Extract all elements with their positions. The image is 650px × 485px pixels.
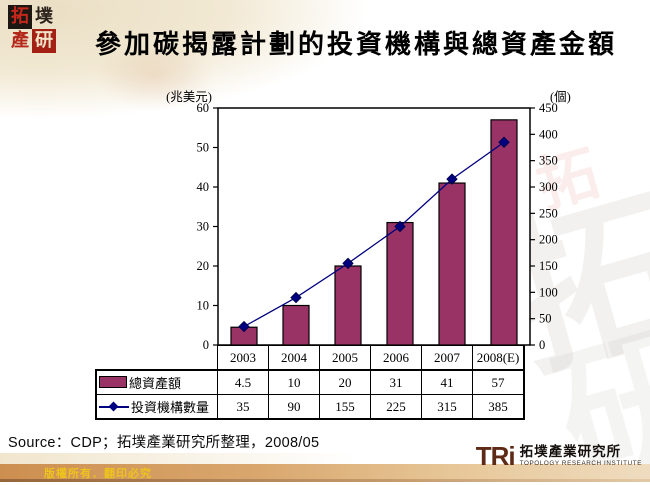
value-cell: 20 [319,369,371,395]
right-axis-tick-label: 50 [539,312,552,326]
right-axis-tick-label: 0 [539,338,545,351]
tri-footer-logo: TRi 拓墣產業研究所 TOPOLOGY RESEARCH INSTITUTE [475,441,642,471]
left-axis-tick-label: 20 [197,259,210,273]
source-note: Source：CDP；拓墣產業研究所整理，2008/05 [8,435,320,451]
bar-2006 [386,221,414,346]
footer-beige-strip [0,453,358,465]
copyright-bar [0,464,650,479]
bar-2003 [230,326,258,346]
value-cell: 41 [421,369,473,395]
category-cell: 2003 [217,345,269,371]
bar-legend-swatch [99,376,127,389]
left-axis-tick-label: 30 [197,220,210,234]
value-cell: 4.5 [217,369,269,395]
value-cell: 35 [217,394,269,420]
left-axis-tick-label: 40 [197,180,210,194]
chart-data-table: 2003 2004 2005 2006 2007 2008(E) 總資產額 4.5 10 20 31… [95,345,525,420]
line-point-2008(E) [498,136,510,148]
right-axis-tick-label: 400 [539,127,558,141]
right-axis-tick-label: 150 [539,259,558,273]
category-cell: 2005 [319,345,371,371]
value-cell: 155 [319,394,371,420]
right-axis-tick-label: 350 [539,154,558,168]
line-point-2005 [342,257,354,270]
legend-cell: 投資機構數量 [95,394,218,420]
category-cell: 2006 [370,345,422,371]
right-axis-tick-label: 100 [539,285,558,299]
logo-char: 墣 [35,6,53,27]
logo-char: 拓 [8,5,32,29]
bar-2004 [282,304,310,346]
value-cell: 90 [268,394,320,420]
tri-logo-mark: TRi [475,441,516,471]
tri-corner-logo: 拓 墣 產 研 [8,5,56,53]
value-cell: 31 [370,369,422,395]
right-axis-unit-label: (個) [550,90,571,104]
left-axis-tick-label: 10 [197,299,210,313]
line-point-2006 [394,220,406,233]
category-cell: 2007 [421,345,473,371]
value-cell: 10 [268,369,320,395]
value-cell: 57 [472,369,525,395]
value-cell: 315 [421,394,473,420]
right-axis-tick-label: 250 [539,206,558,220]
line-series [243,141,505,328]
copyright-bar-shadow [0,479,650,482]
bar-2007 [438,182,466,346]
line-point-2004 [290,291,302,304]
logo-char: 研 [32,29,56,53]
series-name: 投資機構數量 [131,400,210,415]
logo-char: 產 [11,30,29,51]
bar-2005 [334,265,362,346]
tri-name-zh: 拓墣產業研究所 [519,444,622,461]
value-cell: 385 [472,394,525,420]
right-axis-tick-label: 200 [539,233,558,247]
left-axis-unit-label: (兆美元) [166,90,212,104]
line-point-2003 [238,320,250,333]
line-point-2007 [446,173,458,185]
tri-name-en: TOPOLOGY RESEARCH INSTITUTE [519,459,642,467]
line-legend-swatch [99,401,129,412]
right-axis-tick-label: 300 [539,180,558,194]
bar-2008(E) [490,119,518,346]
value-cell: 225 [370,394,422,420]
legend-cell: 總資產額 [95,369,218,395]
category-cell: 2008(E) [472,345,525,371]
left-axis-tick-label: 50 [197,141,210,155]
table-blank-cell [96,346,218,371]
category-cell: 2004 [268,345,320,371]
series-name: 總資產額 [129,375,182,391]
copyright-text: 版權所有．翻印必究 [44,468,152,480]
slide-title: 參加碳揭露計劃的投資機構與總資產金額 [95,30,618,60]
chart-plot-area [217,107,531,346]
watermark-glyph: 拓 [529,138,607,222]
